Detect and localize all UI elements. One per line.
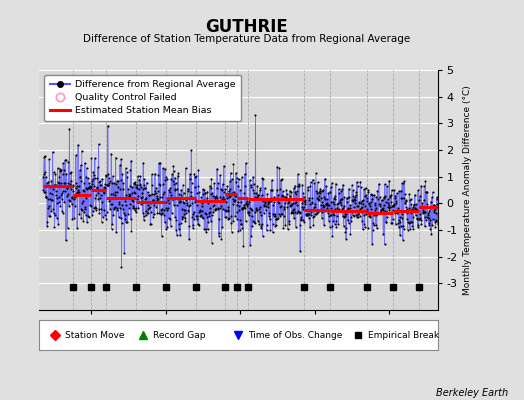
Text: Berkeley Earth: Berkeley Earth	[436, 388, 508, 398]
Text: Difference of Station Temperature Data from Regional Average: Difference of Station Temperature Data f…	[83, 34, 410, 44]
Text: GUTHRIE: GUTHRIE	[205, 18, 288, 36]
Legend: Difference from Regional Average, Quality Control Failed, Estimated Station Mean: Difference from Regional Average, Qualit…	[44, 75, 242, 121]
Text: Empirical Break: Empirical Break	[368, 330, 439, 340]
Text: Record Gap: Record Gap	[153, 330, 205, 340]
Y-axis label: Monthly Temperature Anomaly Difference (°C): Monthly Temperature Anomaly Difference (…	[463, 85, 472, 295]
Text: Time of Obs. Change: Time of Obs. Change	[248, 330, 343, 340]
Text: Station Move: Station Move	[65, 330, 125, 340]
